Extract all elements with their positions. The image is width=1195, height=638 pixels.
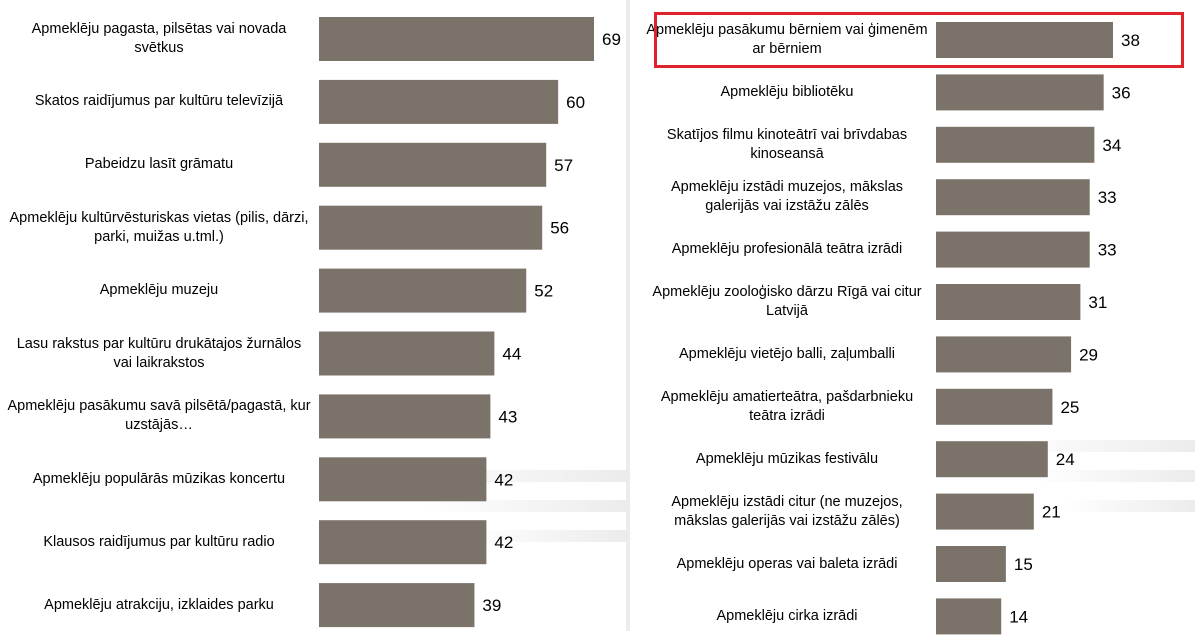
category-label: Apmeklēju bibliotēku <box>720 83 854 100</box>
left-chart-panel: 69 60 57 56 52 44 43 42 42 39 Apmeklēju pagasta, … <box>7 17 626 628</box>
data-label: 42 <box>494 533 513 552</box>
data-label: 60 <box>566 93 585 112</box>
data-label: 52 <box>534 282 553 301</box>
background-decoration <box>1000 440 1195 452</box>
data-label: 44 <box>502 345 521 364</box>
data-label: 57 <box>554 156 573 175</box>
bar <box>319 520 487 565</box>
highlight-box <box>654 12 1184 68</box>
category-label: Apmeklēju profesionālā teātra izrādi <box>671 241 903 258</box>
data-label: 42 <box>494 470 513 489</box>
data-label: 38 <box>1121 31 1140 50</box>
data-label: 21 <box>1042 503 1061 522</box>
bar <box>319 79 559 124</box>
right-bar-chart: 38 36 34 33 33 31 29 25 24 21 15 14 <box>936 22 1140 635</box>
data-label: 15 <box>1014 555 1033 574</box>
data-label: 29 <box>1079 345 1098 364</box>
data-label: 33 <box>1098 241 1117 260</box>
category-label: Apmeklēju atrakciju, izklaides parku <box>44 596 274 613</box>
category-label: Apmeklēju populārās mūzikas koncertu <box>32 470 286 487</box>
category-label: Apmeklēju pasākumu bērniem vai ģimenēm a… <box>646 22 928 57</box>
data-label: 25 <box>1060 398 1079 417</box>
category-label: Pabeidzu lasīt grāmatu <box>84 156 234 173</box>
category-label: Apmeklēju pagasta, pilsētas vai novada s… <box>31 21 287 56</box>
bar <box>319 457 487 502</box>
bar <box>936 441 1048 478</box>
background-decoration <box>420 500 626 512</box>
data-label: 69 <box>602 30 621 49</box>
category-label: Apmeklēju pasākumu savā pilsētā/pagastā,… <box>7 398 311 434</box>
left-bar-chart: 69 60 57 56 52 44 43 42 42 39 <box>319 17 621 628</box>
background-decoration <box>1060 500 1195 512</box>
bar <box>319 205 543 250</box>
data-label: 31 <box>1088 293 1107 312</box>
category-label: Apmeklēju operas vai baleta izrādi <box>676 555 898 572</box>
bar <box>936 179 1090 216</box>
category-label: Lasu rakstus par kultūru drukātajos žurn… <box>16 335 302 371</box>
data-label: 56 <box>550 219 569 238</box>
data-label: 39 <box>482 596 501 615</box>
category-label: Apmeklēju mūzikas festivālu <box>695 450 879 467</box>
category-label: Apmeklēju izstādi muzejos, mākslas galer… <box>670 179 904 215</box>
bar <box>936 74 1104 111</box>
bar <box>936 546 1006 582</box>
category-label: Skatos raidījumus par kultūru televīzijā <box>34 93 284 110</box>
data-label: 43 <box>498 407 517 426</box>
bar <box>319 17 594 61</box>
bar <box>936 126 1095 163</box>
panel-divider <box>626 0 630 631</box>
data-label: 36 <box>1112 83 1131 102</box>
bar <box>936 388 1053 425</box>
data-label: 24 <box>1056 450 1075 469</box>
bar <box>936 22 1113 58</box>
category-label: Apmeklēju kultūrvēsturiskas vietas (pili… <box>9 209 309 245</box>
bar <box>936 598 1002 635</box>
category-label: Apmeklēju vietējo balli, zaļumballi <box>679 345 895 362</box>
bar <box>936 493 1034 530</box>
bar <box>319 142 547 187</box>
bar <box>319 268 527 313</box>
bar <box>319 394 491 439</box>
bar <box>936 336 1072 373</box>
background-decoration <box>460 530 626 542</box>
data-label: 14 <box>1009 607 1028 626</box>
bar <box>936 284 1081 320</box>
bar <box>936 231 1090 268</box>
right-chart-panel: 38 36 34 33 33 31 29 25 24 21 15 14 Apmeklēju pasāk… <box>630 0 1195 635</box>
category-label: Apmeklēju izstādi citur (ne muzejos, māk… <box>671 493 903 529</box>
category-label: Apmeklēju muzeju <box>99 282 219 299</box>
bar <box>319 331 495 376</box>
category-label: Skatījos filmu kinoteātrī vai brīvdabas … <box>666 126 908 162</box>
category-label: Klausos raidījumus par kultūru radio <box>43 533 275 550</box>
data-label: 34 <box>1102 136 1121 155</box>
bar <box>319 583 475 628</box>
category-label: Apmeklēju amatierteātra, pašdarbnieku te… <box>660 388 914 424</box>
category-label: Apmeklēju zooloģisko dārzu Rīgā vai citu… <box>652 284 922 319</box>
category-label: Apmeklēju cirka izrādi <box>716 607 858 624</box>
background-decoration <box>1030 470 1195 482</box>
data-label: 33 <box>1098 188 1117 207</box>
